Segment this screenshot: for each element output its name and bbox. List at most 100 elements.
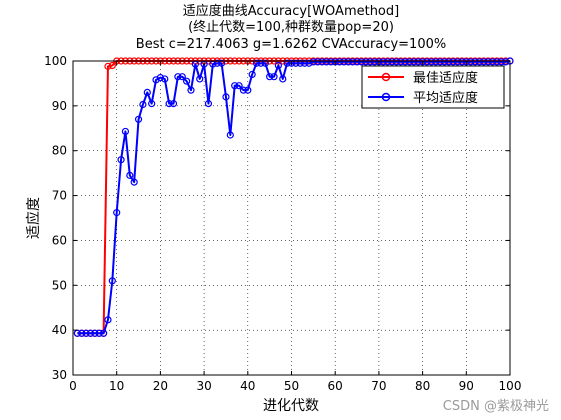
x-tick-label: 80	[415, 379, 430, 393]
data-point	[410, 58, 418, 66]
data-point	[397, 58, 405, 66]
x-axis-label: 进化代数	[263, 398, 319, 414]
data-point	[274, 61, 282, 70]
data-point	[440, 58, 449, 66]
legend-marker-avg	[381, 92, 391, 102]
data-point	[305, 59, 313, 67]
data-point	[104, 62, 112, 70]
y-tick-label: 60	[52, 233, 67, 247]
y-axis-label: 适应度	[25, 197, 42, 239]
data-point	[366, 58, 374, 66]
data-point	[270, 73, 278, 81]
data-point	[187, 86, 195, 94]
data-point	[427, 58, 435, 66]
data-point	[287, 59, 296, 67]
y-tick-label: 100	[44, 54, 67, 68]
data-point	[139, 100, 147, 109]
data-point	[423, 58, 431, 66]
axis-ticks: 0 10 20 30 40 50 60 70 80 90 100 30 40 50 60 70 80 90 100	[44, 54, 521, 393]
data-point	[344, 58, 352, 66]
data-point	[204, 100, 213, 108]
data-point	[327, 58, 335, 66]
data-point	[340, 58, 348, 66]
data-point	[148, 100, 156, 108]
x-tick-label: 0	[69, 379, 77, 393]
data-point	[73, 329, 81, 337]
data-point	[318, 58, 326, 66]
x-tick-label: 90	[459, 379, 474, 393]
data-point	[335, 58, 344, 66]
data-point	[279, 75, 287, 83]
x-tick-label: 40	[240, 379, 255, 393]
data-point	[244, 86, 252, 94]
data-point	[257, 59, 265, 67]
data-point	[222, 93, 230, 101]
data-point	[134, 115, 143, 123]
y-tick-label: 40	[52, 323, 67, 337]
data-point	[467, 58, 475, 66]
data-point	[143, 88, 151, 97]
legend-label-avg: 平均适应度	[413, 90, 478, 106]
data-point	[78, 329, 86, 337]
data-point	[196, 75, 204, 83]
data-point	[322, 58, 331, 66]
data-point	[301, 59, 309, 67]
data-point	[292, 59, 300, 67]
legend: 最佳适应度 平均适应度	[361, 65, 505, 109]
data-point	[401, 58, 409, 66]
data-point	[239, 86, 248, 94]
data-point	[235, 82, 243, 90]
data-point	[388, 58, 396, 66]
data-point	[502, 58, 510, 66]
data-point	[445, 58, 453, 66]
data-point	[178, 73, 186, 81]
data-point	[113, 209, 121, 217]
y-tick-label: 80	[52, 144, 67, 158]
data-point	[99, 329, 108, 337]
data-point	[231, 82, 239, 90]
data-point	[436, 58, 444, 66]
data-point	[379, 58, 387, 66]
data-point	[252, 59, 261, 67]
data-point	[126, 171, 134, 179]
data-point	[117, 156, 125, 164]
legend-marker-best	[381, 72, 391, 82]
data-point	[156, 73, 164, 82]
data-point	[82, 329, 90, 337]
data-point	[217, 59, 226, 67]
series-1	[73, 57, 514, 337]
data-point	[266, 73, 274, 81]
x-tick-label: 20	[153, 379, 168, 393]
data-point	[165, 100, 173, 108]
data-point	[169, 100, 178, 108]
data-point	[405, 58, 414, 66]
data-point	[296, 59, 304, 67]
y-tick-label: 50	[52, 278, 67, 292]
watermark: CSDN @紫极神光	[442, 399, 549, 414]
data-point	[161, 75, 169, 83]
data-point	[432, 58, 440, 66]
data-point	[384, 58, 392, 66]
data-point	[493, 58, 501, 66]
y-tick-label: 70	[52, 189, 67, 203]
data-point	[183, 77, 191, 85]
data-point	[370, 58, 379, 66]
data-point	[95, 329, 103, 337]
data-point	[130, 178, 138, 186]
x-tick-label: 60	[328, 379, 343, 393]
data-point	[226, 131, 234, 139]
y-tick-label: 90	[52, 99, 67, 113]
data-point	[453, 58, 462, 66]
data-point	[497, 58, 505, 66]
legend-label-best: 最佳适应度	[413, 70, 478, 86]
data-point	[475, 58, 484, 66]
data-point	[309, 58, 317, 66]
x-tick-label: 10	[109, 379, 124, 393]
data-point	[108, 61, 116, 70]
title-line-2: (终止代数=100,种群数量pop=20)	[188, 19, 394, 35]
data-point	[86, 329, 95, 337]
data-point	[261, 59, 269, 67]
title-line-1: 适应度曲线Accuracy[WOAmethod]	[183, 3, 399, 19]
data-point	[213, 59, 221, 67]
